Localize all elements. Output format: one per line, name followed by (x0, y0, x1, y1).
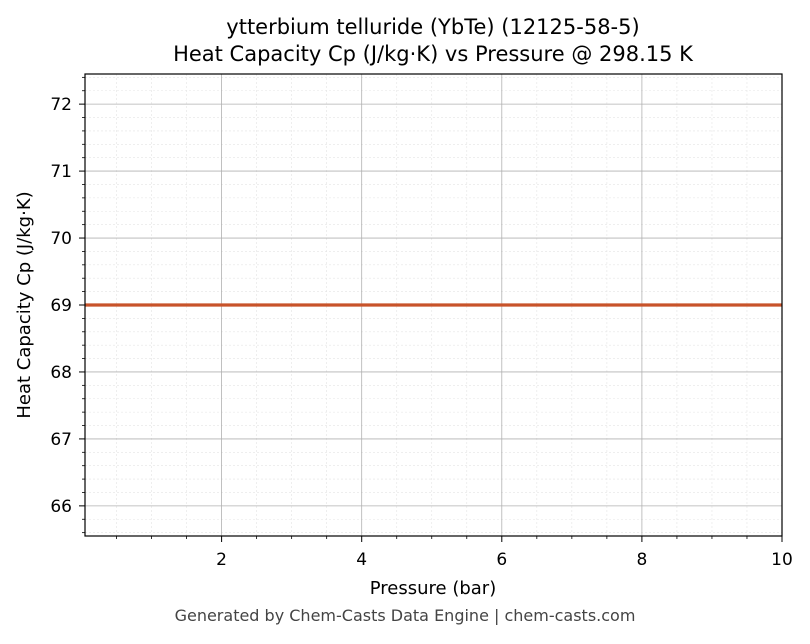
x-tick-label: 4 (356, 550, 367, 570)
x-axis-label: Pressure (bar) (370, 578, 496, 599)
y-tick-label: 70 (50, 229, 72, 249)
minor-grid (85, 74, 782, 536)
y-tick-label: 66 (50, 497, 72, 517)
axis-ticks (79, 76, 783, 542)
x-tick-label: 6 (496, 550, 507, 570)
x-tick-label: 10 (771, 550, 793, 570)
y-tick-label: 69 (50, 296, 72, 316)
y-tick-label: 67 (50, 430, 72, 450)
x-tick-label: 2 (216, 550, 227, 570)
footer-credit: Generated by Chem-Casts Data Engine | ch… (174, 606, 636, 625)
y-axis-label: Heat Capacity Cp (J/kg·K) (14, 191, 35, 418)
y-tick-label: 72 (50, 95, 72, 115)
y-tick-labels: 66 67 68 69 70 71 72 (50, 95, 72, 517)
y-tick-label: 71 (50, 162, 72, 182)
x-tick-labels: 2 4 6 8 10 (216, 550, 793, 570)
x-tick-label: 8 (636, 550, 647, 570)
chart-subtitle: Heat Capacity Cp (J/kg·K) vs Pressure @ … (173, 42, 694, 66)
y-tick-label: 68 (50, 363, 72, 383)
chart-title: ytterbium telluride (YbTe) (12125-58-5) (226, 15, 639, 39)
